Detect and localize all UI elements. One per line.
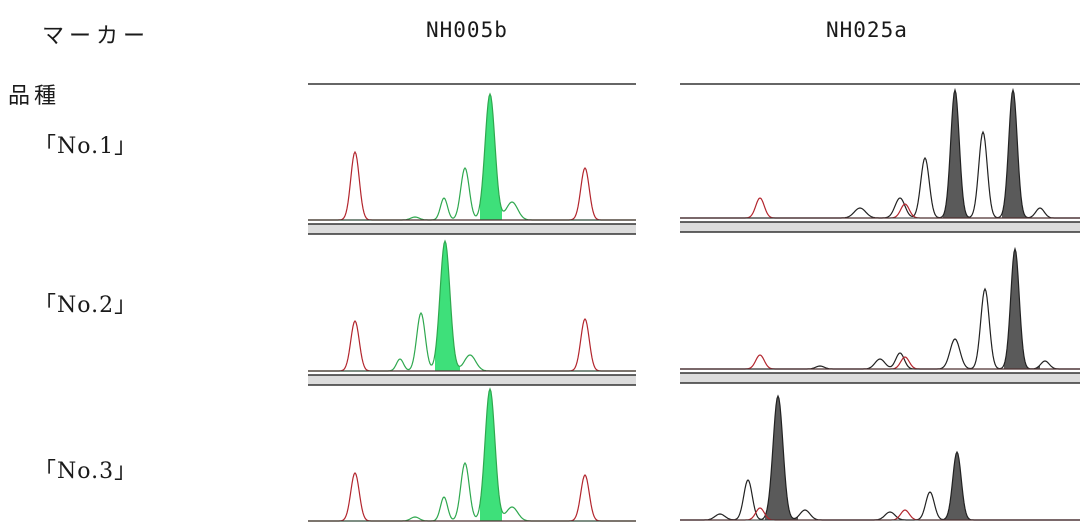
nh025a-no2-allele-peak-1	[1004, 249, 1040, 369]
nh005b-no1-size-standard	[308, 150, 636, 221]
marker-nh005b-label: NH005b	[426, 18, 508, 42]
marker-header-label: マーカー	[42, 24, 151, 49]
variety-header-label: 品種	[8, 84, 61, 109]
marker-nh025a-label: NH025a	[826, 18, 908, 42]
variety-no2-label: 「No.2」	[34, 293, 138, 318]
variety-no1-label: 「No.1」	[34, 134, 138, 159]
nh005b-no3-size-standard	[308, 472, 636, 522]
nh005b-no3-allele-peak-1	[480, 389, 502, 521]
nh025a-no3-trace	[680, 394, 1080, 521]
nh005b-no3-trace	[308, 387, 636, 522]
nh025a-no3-allele-peak-1	[765, 396, 798, 520]
nh005b-no2-allele-peak-1	[435, 241, 460, 371]
nh005b-no2-separator-band	[308, 375, 636, 385]
nh025a-no2-separator-band	[680, 373, 1080, 383]
nh005b-no2-trace	[308, 239, 636, 372]
nh025a-no1-allele-peak-2	[1002, 90, 1030, 218]
nh005b-no1-separator-band	[308, 224, 636, 234]
nh005b-no1-allele-peak-1	[480, 94, 502, 220]
nh005b-no2-size-standard	[308, 317, 636, 372]
variety-no3-label: 「No.3」	[34, 459, 138, 484]
nh025a-no1-separator-band	[680, 222, 1080, 232]
nh005b-no1-trace	[308, 92, 636, 221]
